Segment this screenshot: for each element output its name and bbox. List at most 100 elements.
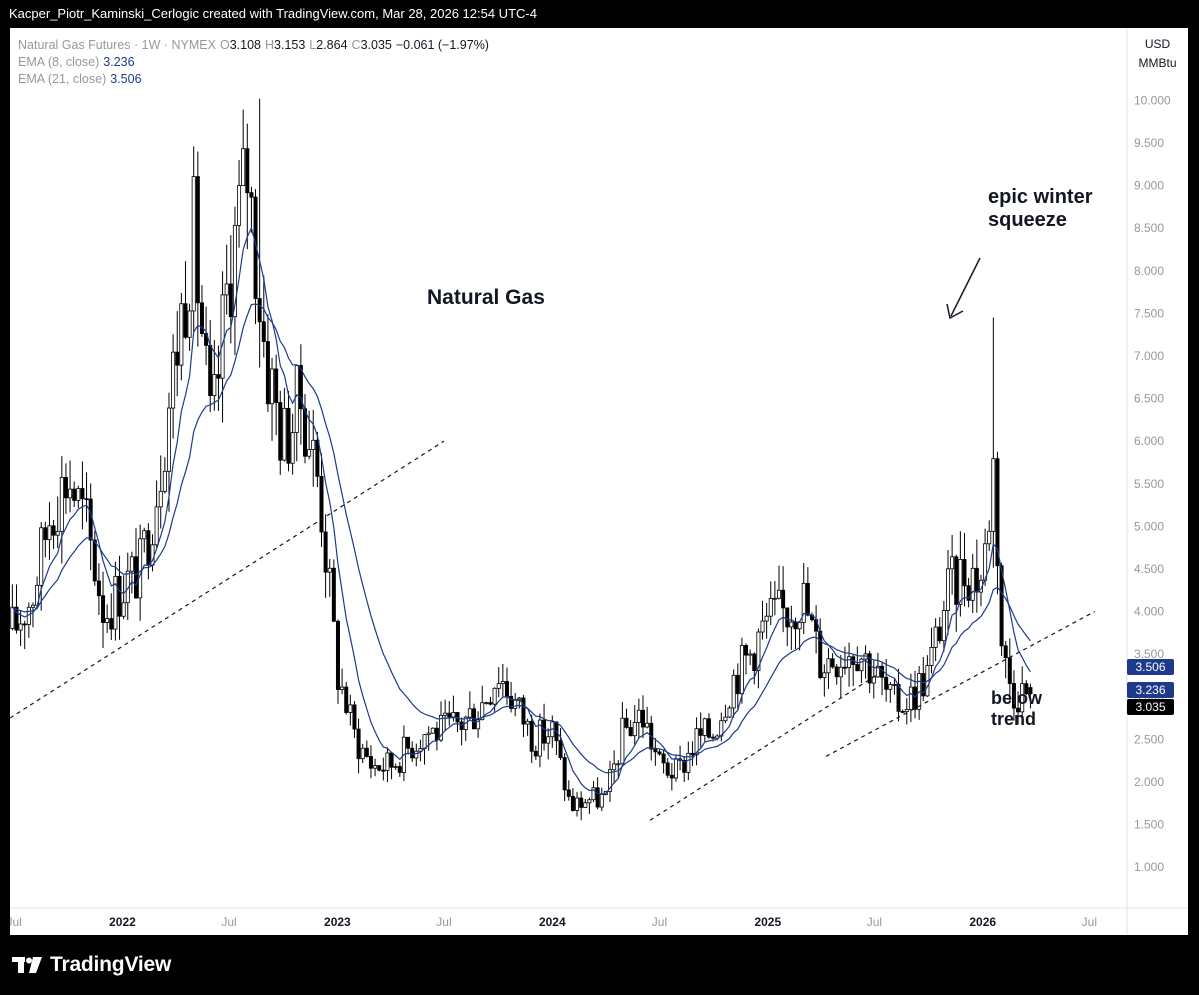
candle-body [467, 708, 472, 718]
candle-body [521, 697, 526, 725]
candle-body [488, 702, 493, 705]
candle-body [476, 719, 481, 730]
candle-body [134, 556, 139, 599]
ema8-legend[interactable]: EMA (8, close) 3.236 [18, 55, 135, 69]
candle-body [245, 148, 250, 194]
candle-body [319, 475, 324, 533]
candle-body [47, 525, 52, 541]
ohlc-low: L2.864 [309, 38, 348, 52]
candle-body [142, 530, 147, 540]
candle-body [393, 766, 398, 768]
candle-body [327, 567, 332, 573]
candle-body [974, 567, 979, 593]
candle-body [480, 702, 485, 721]
candle-body [51, 525, 56, 536]
y-tick-label: 1.000 [1134, 860, 1164, 874]
y-tick-label: 2.500 [1134, 732, 1164, 746]
candle-body [270, 368, 275, 405]
candle-body [591, 787, 596, 801]
candle-body [702, 718, 707, 736]
candle-body [896, 684, 901, 712]
candle-body [30, 604, 35, 608]
candle-body [430, 727, 435, 734]
candle-body [723, 716, 728, 722]
x-tick-label: 2024 [539, 915, 566, 929]
candle-body [356, 728, 361, 760]
candle-body [364, 747, 369, 757]
y-tick-label: 9.500 [1134, 136, 1164, 150]
candle-body [752, 653, 757, 671]
y-tick-label: 6.500 [1134, 392, 1164, 406]
candle-body [504, 681, 509, 697]
candle-body [204, 333, 209, 346]
y-tick-label: 2.000 [1134, 775, 1164, 789]
candle-body [385, 752, 390, 771]
candle-body [340, 686, 345, 690]
candle-body [562, 757, 567, 791]
trendline [825, 611, 1095, 757]
y-tick-label: 4.000 [1134, 605, 1164, 619]
candle-body [265, 341, 270, 405]
candle-body [793, 621, 798, 630]
candle-body [768, 598, 773, 617]
candle-body [760, 620, 765, 633]
candle-body [735, 674, 740, 695]
candle-body [772, 597, 777, 600]
candle-body [1028, 687, 1033, 695]
candle-body [612, 763, 617, 771]
candle-body [323, 531, 328, 573]
candle-body [459, 721, 464, 730]
candle-body [360, 747, 365, 760]
candle-body [187, 310, 192, 338]
candle-body [113, 575, 118, 630]
candle-body [311, 439, 316, 450]
candle-body [599, 794, 604, 808]
candle-body [492, 687, 497, 705]
symbol-label[interactable]: Natural Gas Futures · 1W · NYMEX [18, 38, 216, 52]
candle-body [797, 622, 802, 630]
candle-body [344, 686, 349, 713]
candle-body [18, 623, 23, 631]
y-tick-label: 9.000 [1134, 179, 1164, 193]
currency-label[interactable]: USD [1144, 37, 1171, 51]
candle-body [76, 488, 81, 501]
tradingview-logo-icon [12, 957, 42, 973]
price-chart[interactable]: 1.0001.5002.0002.5003.0003.5004.0004.500… [10, 28, 1188, 935]
candle-body [904, 709, 909, 713]
ema21-legend[interactable]: EMA (21, close) 3.506 [18, 72, 142, 86]
x-tick-label: Jul [436, 915, 451, 929]
price-change: −0.061 (−1.97%) [395, 38, 489, 52]
candle-body [224, 283, 229, 296]
candle-body [278, 402, 283, 461]
candle-body [228, 283, 233, 318]
candle-body [892, 684, 897, 686]
candle-body [158, 490, 163, 508]
candle-body [315, 439, 320, 477]
candle-body [63, 476, 68, 499]
candle-body [595, 787, 600, 808]
tradingview-brand[interactable]: TradingView [50, 953, 172, 976]
unit-selector[interactable]: USD MMBtu [1127, 28, 1188, 86]
candle-body [748, 653, 753, 656]
unit-label[interactable]: MMBtu [1138, 56, 1177, 70]
candle-body [686, 752, 691, 773]
candle-body [500, 681, 505, 684]
candle-body [389, 752, 394, 768]
chart-panel[interactable]: 1.0001.5002.0002.5003.0003.5004.0004.500… [10, 28, 1188, 935]
candle-body [426, 732, 431, 736]
y-tick-label: 3.500 [1134, 647, 1164, 661]
candle-body [533, 750, 538, 757]
candle-body [282, 407, 287, 461]
candle-body [608, 769, 613, 792]
candle-body [937, 626, 942, 642]
candle-body [406, 736, 411, 749]
candle-body [447, 712, 452, 718]
candle-body [537, 719, 542, 757]
annotation-below-trend-text: below [991, 688, 1043, 708]
candle-body [847, 656, 852, 669]
candle-body [913, 686, 918, 710]
candle-body [958, 559, 963, 605]
ema21-price-label: 3.506 [1127, 659, 1174, 675]
candle-body [818, 630, 823, 679]
candle-body [183, 303, 188, 338]
